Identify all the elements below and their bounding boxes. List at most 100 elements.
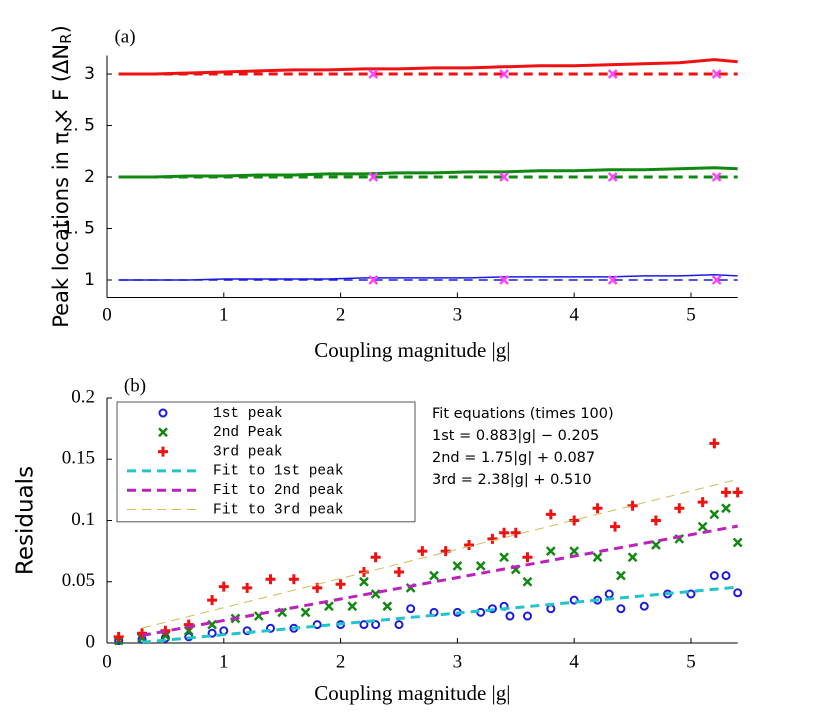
legend-label: 3rd peak bbox=[213, 444, 283, 460]
point bbox=[686, 589, 696, 599]
point bbox=[137, 628, 148, 639]
point bbox=[158, 446, 168, 457]
point bbox=[207, 628, 217, 638]
point bbox=[499, 172, 509, 182]
point bbox=[711, 69, 722, 79]
point bbox=[347, 601, 358, 612]
point bbox=[721, 571, 731, 581]
point bbox=[522, 611, 532, 621]
legend-label: Fit to 3rd peak bbox=[213, 502, 344, 518]
point bbox=[721, 503, 731, 514]
point bbox=[207, 595, 218, 606]
point bbox=[499, 69, 509, 79]
y-axis-label-part: R bbox=[57, 33, 75, 43]
point bbox=[324, 601, 334, 612]
point bbox=[300, 607, 311, 618]
point bbox=[607, 69, 618, 79]
y-tick-label: 2. 5 bbox=[63, 116, 95, 136]
point bbox=[616, 604, 626, 614]
point bbox=[359, 576, 369, 587]
point bbox=[265, 574, 276, 585]
point bbox=[505, 611, 515, 621]
annotation: 1st = 0.883|g| − 0.205 bbox=[432, 428, 599, 444]
point bbox=[368, 172, 379, 182]
point bbox=[499, 552, 509, 563]
point bbox=[522, 576, 533, 587]
y-tick-label: 2 bbox=[84, 167, 95, 187]
line bbox=[141, 524, 738, 637]
point bbox=[616, 570, 626, 581]
x-tick-label: 5 bbox=[686, 304, 696, 325]
x-tick-label: 2 bbox=[336, 651, 346, 672]
point bbox=[452, 560, 463, 571]
legend-label: 2nd Peak bbox=[213, 425, 283, 441]
x-axis-label: Coupling magnitude |g| bbox=[314, 681, 510, 705]
point bbox=[368, 275, 379, 285]
y-tick-label: 0.15 bbox=[62, 448, 95, 469]
point bbox=[475, 560, 486, 571]
point bbox=[487, 533, 498, 544]
x-tick-label: 2 bbox=[336, 304, 346, 325]
x-tick-label: 1 bbox=[219, 304, 229, 325]
point bbox=[651, 540, 661, 550]
point bbox=[429, 570, 439, 581]
point bbox=[721, 487, 732, 498]
annotation: 2nd = 1.75|g| + 0.087 bbox=[432, 450, 595, 466]
y-axis-label: Peak locations in π × F (ΔNR) bbox=[49, 25, 75, 328]
point bbox=[592, 503, 603, 514]
legend-label: Fit to 2nd peak bbox=[213, 483, 344, 499]
y-tick-label: 0.1 bbox=[71, 509, 95, 530]
point bbox=[607, 275, 618, 285]
y-tick-label: 3 bbox=[84, 64, 95, 84]
point bbox=[417, 546, 428, 557]
point bbox=[711, 172, 722, 182]
y-axis-label-part: ) bbox=[49, 25, 73, 33]
point bbox=[709, 571, 719, 581]
x-tick-label: 4 bbox=[569, 304, 579, 325]
legend-label: Fit to 1st peak bbox=[213, 464, 344, 480]
point bbox=[218, 581, 229, 592]
y-axis-label: Residuals bbox=[13, 466, 39, 575]
point bbox=[627, 500, 638, 511]
point bbox=[545, 509, 556, 520]
annotation: Fit equations (times 100) bbox=[432, 406, 614, 422]
point bbox=[733, 588, 743, 598]
x-tick-label: 0 bbox=[102, 651, 112, 672]
point bbox=[359, 620, 369, 630]
y-tick-label: 0 bbox=[86, 631, 96, 652]
point bbox=[650, 515, 661, 526]
point bbox=[592, 552, 603, 563]
point bbox=[371, 620, 381, 630]
y-axis-label-part: Peak locations in π × F (ΔN bbox=[49, 44, 73, 328]
point bbox=[732, 537, 743, 548]
point bbox=[697, 521, 708, 532]
panel-label: (a) bbox=[114, 26, 135, 47]
point bbox=[242, 582, 253, 593]
point bbox=[607, 172, 618, 182]
annotation: 3rd = 2.38|g| + 0.510 bbox=[432, 472, 592, 488]
point bbox=[288, 574, 299, 585]
x-tick-label: 1 bbox=[219, 651, 229, 672]
line bbox=[141, 478, 738, 629]
point bbox=[569, 595, 579, 605]
point bbox=[406, 604, 416, 614]
point bbox=[368, 69, 379, 79]
point bbox=[610, 521, 621, 532]
line bbox=[118, 58, 738, 76]
x-tick-label: 4 bbox=[569, 651, 579, 672]
line bbox=[141, 585, 738, 643]
x-tick-label: 3 bbox=[453, 304, 463, 325]
point bbox=[382, 601, 393, 612]
y-tick-label: 0.2 bbox=[71, 386, 95, 407]
y-tick-label: 1. 5 bbox=[63, 219, 95, 239]
point bbox=[499, 275, 509, 285]
point bbox=[393, 566, 404, 577]
legend-box bbox=[116, 401, 416, 523]
point bbox=[697, 497, 708, 508]
point bbox=[113, 631, 124, 642]
x-axis-label: Coupling magnitude |g| bbox=[314, 338, 510, 362]
point bbox=[394, 620, 404, 630]
x-tick-label: 5 bbox=[686, 651, 696, 672]
